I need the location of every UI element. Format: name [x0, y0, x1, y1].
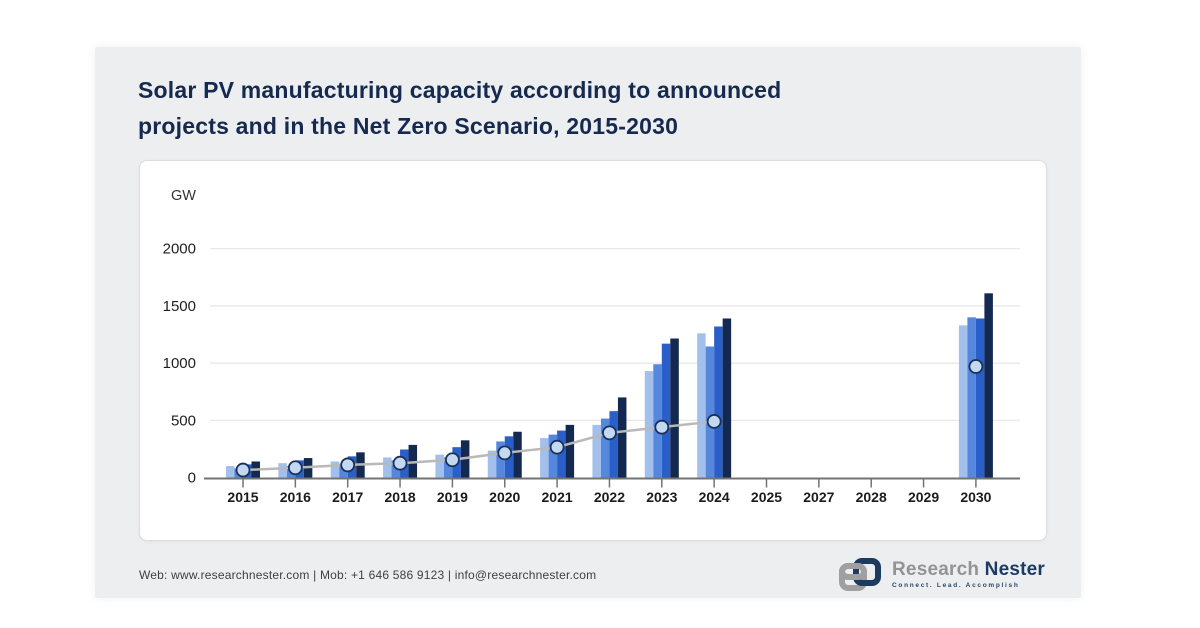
bar-bar-series-1	[540, 438, 549, 478]
chart-panel: GW 0 500 1000 1500 2000 2015 2016 2017 2018 2019 20…	[139, 160, 1047, 541]
net-zero-marker	[497, 445, 513, 461]
bar-bar-series-3	[609, 411, 618, 478]
chart-title-line1: Solar PV manufacturing capacity accordin…	[138, 77, 782, 103]
bar-bar-series-4	[670, 338, 679, 478]
logo-gray-link-overlap	[839, 563, 868, 580]
bar-bar-series-4	[984, 293, 993, 478]
x-tick-label: 2027	[803, 489, 834, 505]
y-axis-unit-label: GW	[171, 188, 196, 204]
bar-bar-series-1	[697, 333, 706, 478]
net-zero-line-segment	[452, 451, 505, 462]
footer-contact: Web: www.researchnester.com | Mob: +1 64…	[139, 568, 597, 582]
x-tick-label: 2029	[908, 489, 939, 505]
net-zero-line-segment	[399, 458, 453, 465]
bar-bar-series-2	[600, 418, 610, 478]
x-tick-label: 2015	[227, 489, 258, 505]
net-zero-marker	[444, 452, 460, 468]
net-zero-marker	[340, 457, 356, 473]
x-tick-label: 2023	[646, 489, 677, 505]
x-tick-label: 2030	[960, 489, 991, 505]
bar-bar-series-1	[330, 461, 340, 478]
bar-bar-series-4	[565, 424, 575, 478]
x-tick-label: 2024	[699, 489, 730, 505]
net-zero-marker	[392, 455, 408, 471]
logo-text: Research Nester Connect. Lead. Accomplis…	[892, 560, 1045, 590]
logo-navy-link	[853, 558, 882, 586]
y-tick-label: 1500	[163, 298, 196, 315]
net-zero-line-segment	[556, 431, 610, 449]
logo-name-research: Research	[892, 559, 980, 581]
net-zero-line-segment	[242, 466, 296, 472]
logo-chain-icon	[839, 558, 882, 591]
infographic-card: Solar PV manufacturing capacity accordin…	[95, 47, 1081, 598]
bar-bar-series-4	[617, 397, 627, 478]
net-zero-line-segment	[295, 463, 348, 470]
bar-bar-series-1	[592, 424, 601, 478]
logo-name: Research Nester	[892, 560, 1045, 579]
bar-bar-series-4	[722, 318, 732, 478]
y-tick-label: 2000	[163, 241, 196, 258]
solar-pv-chart: GW 0 500 1000 1500 2000 2015 2016 2017 2018 2019 20…	[163, 188, 1020, 505]
bar-bar-series-4	[513, 431, 522, 478]
logo-tagline: Connect. Lead. Accomplish	[892, 582, 1020, 590]
net-zero-line-segment	[347, 461, 401, 467]
net-zero-line-segment	[661, 420, 715, 429]
bar-bar-series-3	[557, 430, 566, 478]
net-zero-marker	[602, 425, 617, 441]
x-tick-label: 2020	[489, 489, 520, 505]
net-zero-line-segment	[504, 445, 558, 455]
net-zero-marker	[549, 439, 565, 455]
y-tick-label: 500	[171, 412, 196, 429]
x-tick-label: 2019	[437, 489, 468, 505]
x-tick-label: 2016	[280, 489, 311, 505]
bar-bar-series-3	[661, 343, 671, 478]
bar-bar-series-3	[714, 326, 723, 478]
net-zero-marker	[706, 414, 722, 429]
bar-bar-series-1	[278, 463, 287, 478]
chart-title-line2: projects and in the Net Zero Scenario, 2…	[138, 112, 679, 139]
net-zero-marker	[654, 419, 670, 435]
bar-bar-series-1	[958, 325, 968, 478]
logo-name-nester: Nester	[984, 559, 1045, 581]
research-nester-logo: Research Nester Connect. Lead. Accomplis…	[837, 552, 1045, 598]
bar-bar-series-1	[487, 450, 497, 478]
bar-bar-series-2	[653, 364, 662, 478]
chart-title: Solar PV manufacturing capacity accordin…	[138, 73, 898, 144]
bar-bar-series-3	[975, 318, 985, 478]
bar-bar-series-2	[548, 434, 558, 478]
net-zero-line-segment	[609, 425, 662, 435]
x-tick-label: 2022	[594, 489, 625, 505]
x-tick-label: 2025	[751, 489, 782, 505]
x-tick-label: 2018	[384, 489, 415, 505]
bar-bar-series-2	[967, 317, 976, 478]
net-zero-marker	[235, 462, 251, 478]
bar-bar-series-1	[644, 371, 654, 478]
y-tick-label: 0	[188, 470, 196, 487]
x-tick-label: 2021	[542, 489, 573, 505]
y-tick-label: 1000	[163, 355, 196, 372]
bar-bar-series-1	[435, 454, 444, 478]
net-zero-marker	[287, 460, 303, 476]
x-tick-label: 2017	[332, 489, 363, 505]
bar-bar-series-2	[496, 441, 505, 478]
bar-bar-series-1	[226, 466, 235, 478]
bar-bar-series-2	[443, 457, 453, 478]
net-zero-marker	[968, 359, 984, 374]
x-tick-label: 2028	[856, 489, 887, 505]
bar-bar-series-1	[383, 457, 392, 478]
bar-bar-series-2	[705, 346, 715, 478]
